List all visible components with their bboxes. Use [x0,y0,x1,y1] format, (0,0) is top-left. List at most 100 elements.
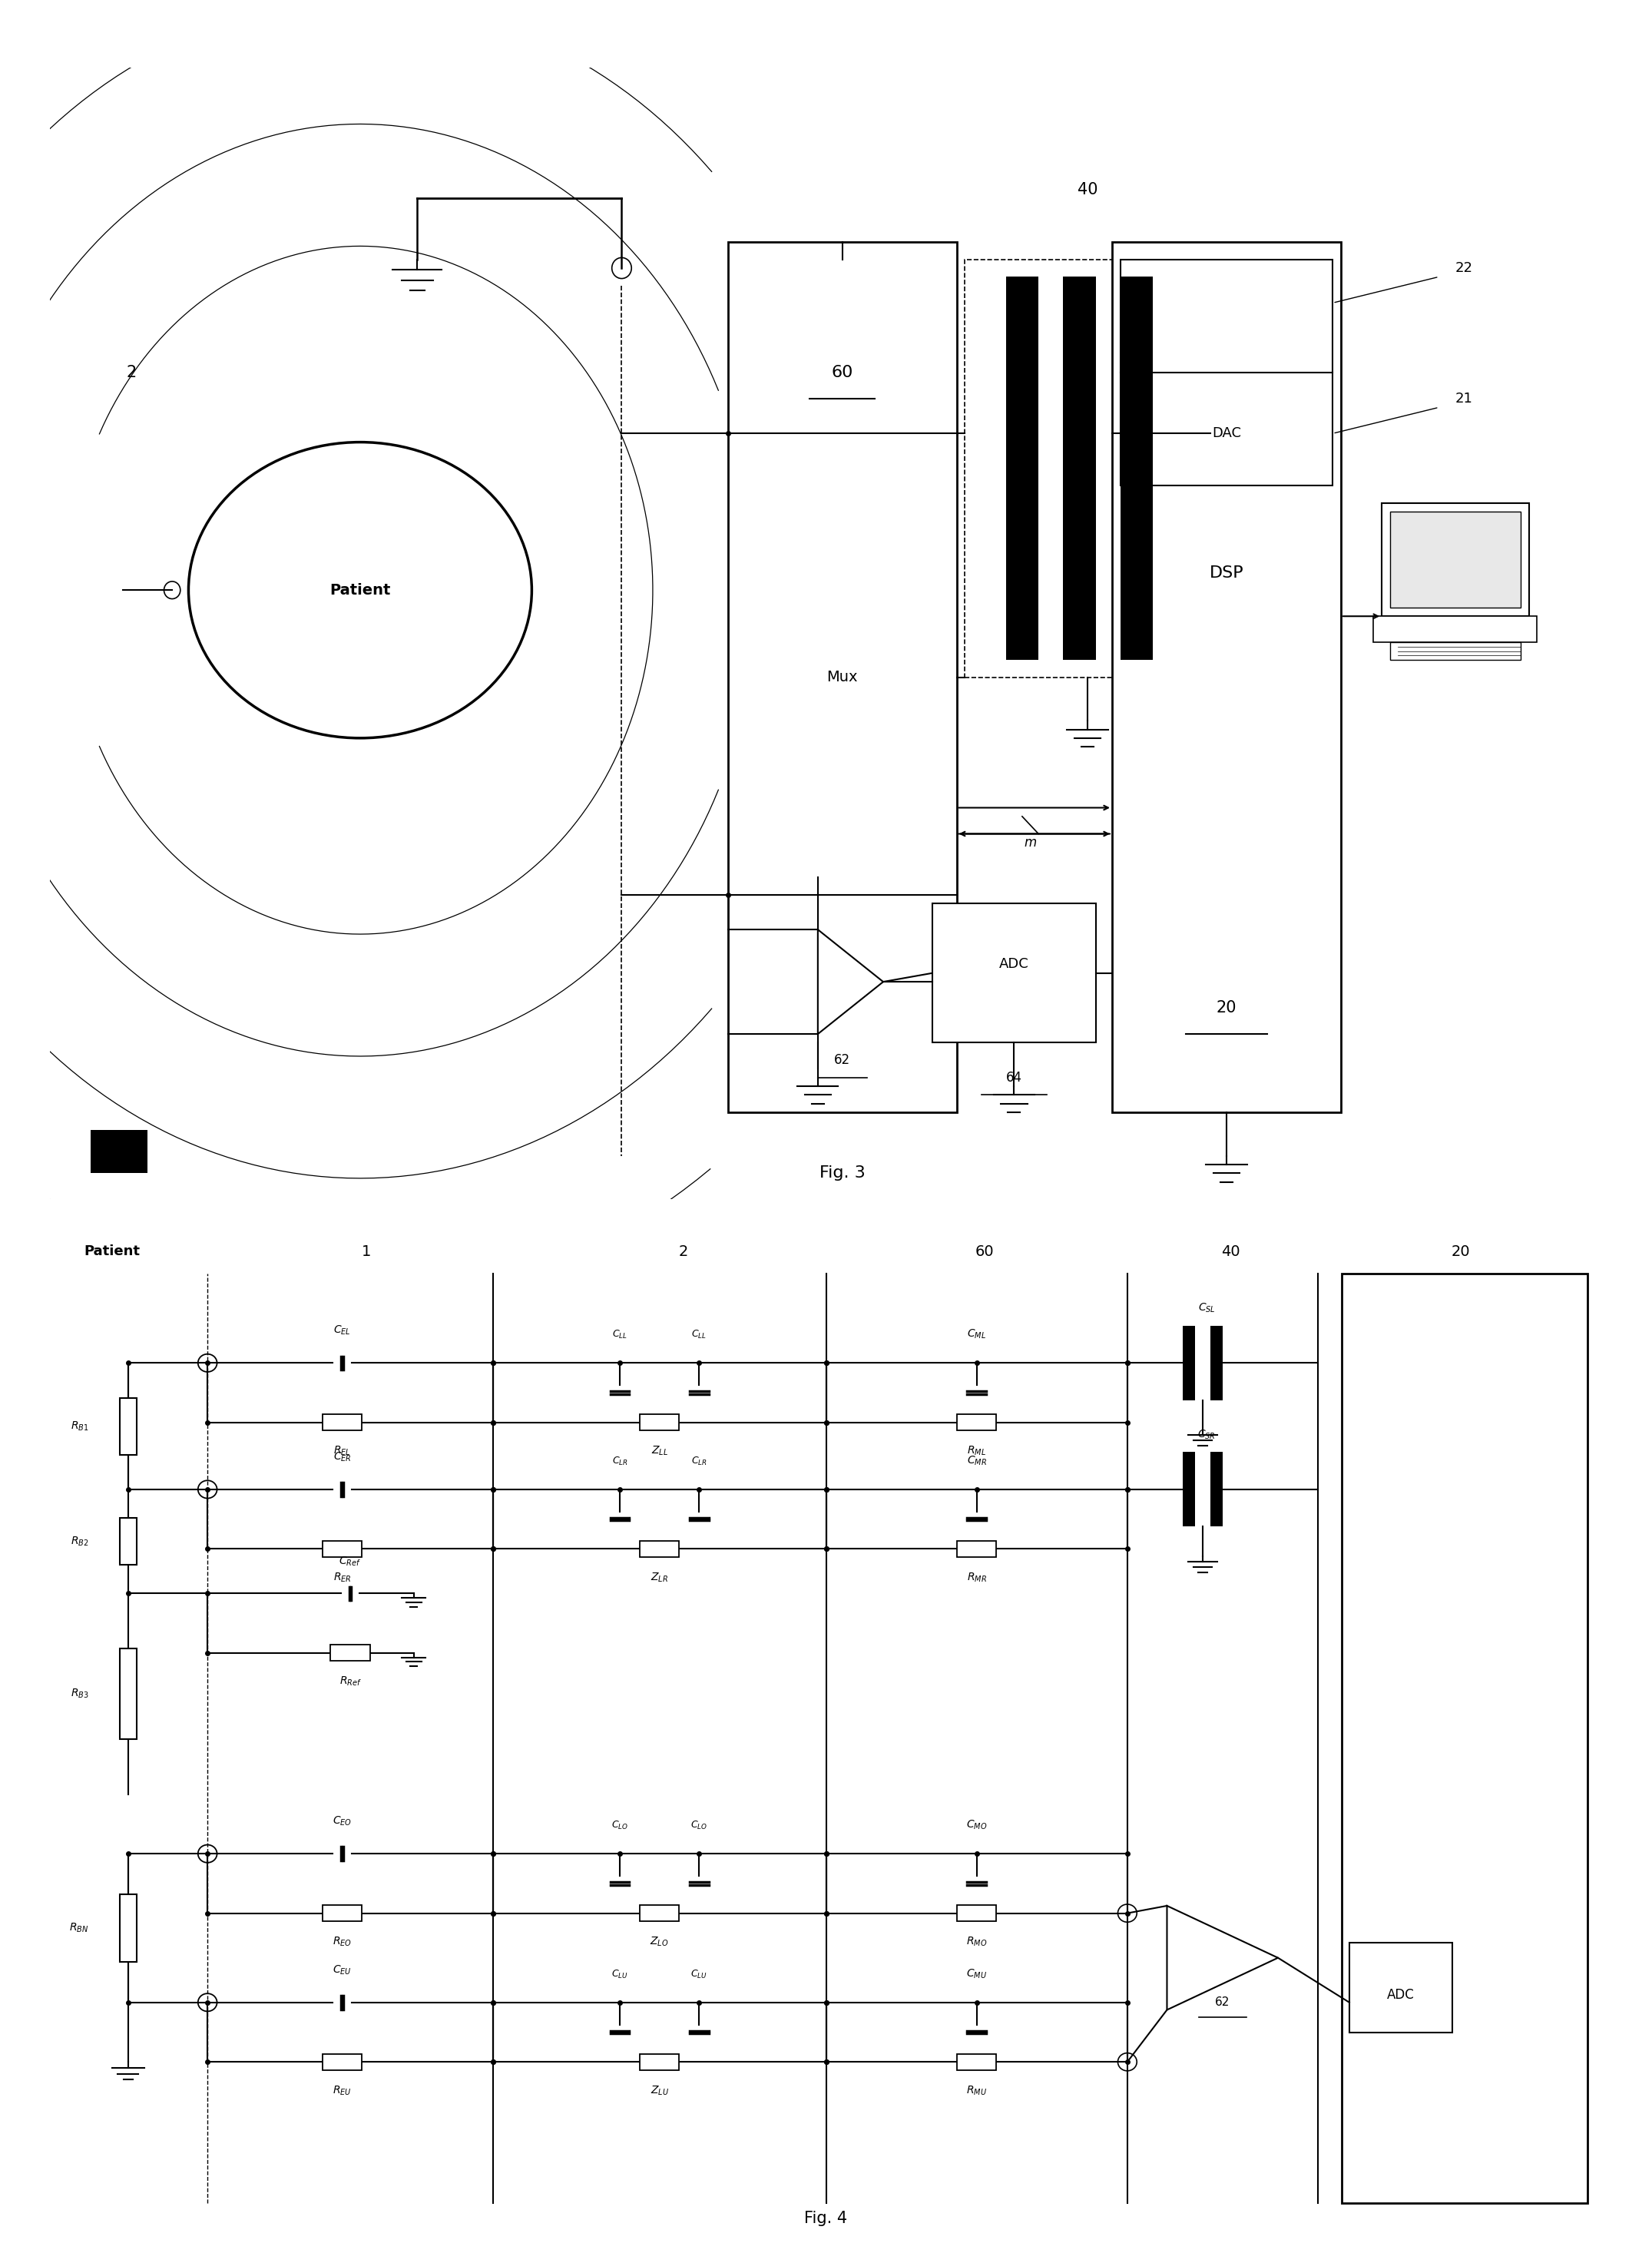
Text: $C_{LO}$: $C_{LO}$ [691,1819,707,1831]
Polygon shape [1211,1326,1222,1401]
Polygon shape [1166,1905,1279,2010]
Bar [1389,511,1521,606]
Text: $C_{SR}$: $C_{SR}$ [1198,1428,1216,1442]
Bar [1341,1274,1588,2204]
Text: $C_{MO}$: $C_{MO}$ [966,1819,988,1831]
Text: 2: 2 [126,364,137,380]
Polygon shape [818,930,884,1034]
Text: 40: 40 [1221,1245,1241,1258]
Text: Fig. 3: Fig. 3 [819,1165,866,1181]
Text: 60: 60 [831,364,852,380]
Bar [957,1905,996,1921]
Text: $C_{LR}$: $C_{LR}$ [611,1455,628,1466]
Bar [330,1645,370,1661]
Text: 64: 64 [1006,1070,1023,1084]
Text: $R_{EO}$: $R_{EO}$ [332,1935,352,1948]
Bar [322,1905,362,1921]
Text: ADC: ADC [999,957,1029,971]
Text: Patient: Patient [84,1245,140,1258]
Text: $C_{EU}$: $C_{EU}$ [332,1964,352,1976]
Text: $C_{MU}$: $C_{MU}$ [966,1967,986,1980]
Text: $Z_{LO}$: $Z_{LO}$ [651,1935,669,1948]
Text: $Z_{LR}$: $Z_{LR}$ [651,1571,669,1584]
Polygon shape [1183,1453,1194,1528]
Polygon shape [91,1129,147,1172]
Text: $R_{B3}$: $R_{B3}$ [71,1688,89,1700]
Bar [957,1541,996,1557]
Bar [639,2055,679,2071]
Text: $C_{ML}$: $C_{ML}$ [966,1328,986,1340]
Bar [119,1650,137,1738]
Text: $C_{LL}$: $C_{LL}$ [692,1328,707,1340]
Bar [965,260,1211,677]
Text: 20: 20 [1216,1000,1237,1016]
Text: 20: 20 [1450,1245,1470,1258]
Text: $R_{BN}$: $R_{BN}$ [69,1921,89,1935]
Text: $C_{LU}$: $C_{LU}$ [691,1969,707,1980]
Bar [1112,242,1341,1113]
Bar [119,1399,137,1455]
Text: 40: 40 [1077,181,1097,197]
Text: m: m [1024,835,1036,849]
Bar [322,1541,362,1557]
Bar [932,903,1095,1043]
Text: $C_{ER}$: $C_{ER}$ [334,1451,352,1464]
Text: $Z_{LL}$: $Z_{LL}$ [651,1444,667,1457]
Bar [1120,260,1333,487]
Bar [957,2055,996,2071]
Text: $R_{B1}$: $R_{B1}$ [71,1419,89,1432]
Text: 22: 22 [1455,260,1474,276]
Text: $C_{Ref}$: $C_{Ref}$ [339,1555,362,1568]
Text: $C_{SL}$: $C_{SL}$ [1198,1301,1216,1315]
Text: 62: 62 [834,1052,851,1068]
Bar [119,1894,137,1962]
Bar [1389,643,1521,661]
Polygon shape [1183,1326,1194,1401]
Bar [1373,616,1536,643]
Text: $R_{B2}$: $R_{B2}$ [71,1534,89,1548]
Text: DAC: DAC [1213,425,1241,441]
Bar [322,1414,362,1430]
Text: $C_{EL}$: $C_{EL}$ [334,1324,350,1337]
Bar [957,1414,996,1430]
Text: Fig. 4: Fig. 4 [805,2211,847,2227]
Polygon shape [1062,276,1095,661]
Bar [639,1905,679,1921]
Text: $C_{LR}$: $C_{LR}$ [691,1455,707,1466]
Text: $C_{MR}$: $C_{MR}$ [966,1455,986,1466]
Bar [1350,1944,1452,2032]
Text: 2: 2 [679,1245,687,1258]
Text: 60: 60 [975,1245,995,1258]
Text: 1: 1 [362,1245,370,1258]
Text: $R_{MO}$: $R_{MO}$ [966,1935,988,1948]
Text: $R_{Ref}$: $R_{Ref}$ [339,1675,362,1688]
Text: $R_{ML}$: $R_{ML}$ [966,1444,986,1457]
Bar [639,1414,679,1430]
Bar [322,2055,362,2071]
Polygon shape [1211,1453,1222,1528]
Bar [639,1541,679,1557]
Text: DSP: DSP [1209,566,1244,579]
Ellipse shape [188,441,532,738]
Text: ADC: ADC [1388,1989,1414,2003]
Text: 1: 1 [225,496,233,509]
Text: 62: 62 [1214,1996,1231,2007]
Polygon shape [1120,276,1153,661]
Bar [1381,502,1528,616]
Text: $R_{MU}$: $R_{MU}$ [966,2084,986,2098]
Text: $R_{MR}$: $R_{MR}$ [966,1571,986,1584]
Text: $Z_{LU}$: $Z_{LU}$ [651,2084,669,2098]
Polygon shape [1006,276,1039,661]
Text: 21: 21 [1455,391,1474,405]
Text: $C_{LL}$: $C_{LL}$ [613,1328,628,1340]
Text: $C_{EO}$: $C_{EO}$ [332,1815,352,1829]
Bar [119,1518,137,1564]
Text: Patient: Patient [330,584,390,597]
Bar [729,242,957,1113]
Text: Mux: Mux [826,670,857,683]
Text: $C_{LO}$: $C_{LO}$ [611,1819,628,1831]
Text: $C_{LU}$: $C_{LU}$ [611,1969,628,1980]
Text: $R_{ER}$: $R_{ER}$ [334,1571,352,1584]
Text: $R_{EU}$: $R_{EU}$ [332,2084,352,2098]
Text: $R_{EL}$: $R_{EL}$ [334,1444,350,1457]
